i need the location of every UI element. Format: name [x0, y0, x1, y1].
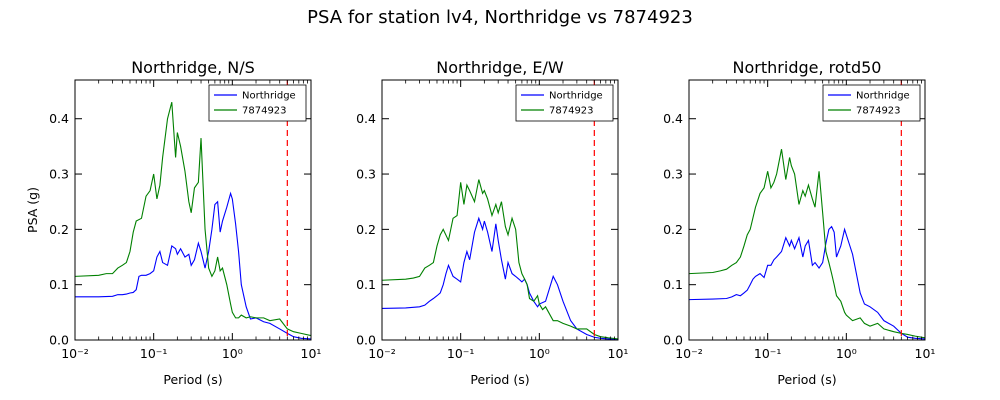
- series-line-northridge: [689, 225, 925, 340]
- chart-panel-3: Northridge, rotd50 10⁻² 10⁻¹ 10⁰ 10¹ 0.0 0.1 0.…: [663, 58, 935, 387]
- x-tick-label: 10¹: [915, 346, 936, 361]
- legend-box: [822, 84, 921, 122]
- x-tick-label: 10⁻²: [368, 346, 396, 361]
- y-tick-label: 0.1: [663, 277, 683, 292]
- y-tick-label: 0.0: [356, 333, 376, 348]
- y-tick-label: 0.1: [49, 277, 69, 292]
- y-axis-label: PSA (g): [25, 187, 40, 233]
- legend-label: Northridge: [856, 91, 910, 102]
- y-tick-label: 0.2: [356, 222, 376, 237]
- y-tick-label: 0.4: [663, 111, 683, 126]
- legend-box: [208, 84, 307, 122]
- y-tick-label: 0.4: [49, 111, 69, 126]
- figure-suptitle: PSA for station lv4, Northridge vs 78749…: [307, 7, 693, 28]
- x-tick-label: 10⁰: [529, 346, 550, 361]
- y-tick-label: 0.0: [49, 333, 69, 348]
- y-tick-label: 0.3: [49, 167, 69, 182]
- x-axis-label: Period (s): [777, 372, 836, 387]
- chart-panel-1: Northridge, N/S 10⁻² 10⁻¹ 10⁰ 10¹ 0.0 0.1 0.2 0.…: [25, 58, 321, 387]
- x-tick-label: 10¹: [608, 346, 629, 361]
- series-line-7874923: [689, 149, 925, 339]
- x-tick-label: 10⁻²: [61, 346, 89, 361]
- x-axis-label: Period (s): [163, 372, 222, 387]
- chart-title: Northridge, rotd50: [733, 58, 882, 77]
- x-tick-label: 10⁻¹: [754, 346, 782, 361]
- chart-title: Northridge, E/W: [436, 58, 564, 77]
- axes-frame: [74, 79, 312, 341]
- legend: Northridge 7874923: [822, 84, 921, 122]
- x-tick-label: 10⁰: [222, 346, 243, 361]
- axes-frame: [688, 79, 926, 341]
- legend-label: Northridge: [549, 91, 603, 102]
- legend-label: Northridge: [242, 91, 296, 102]
- legend: Northridge 7874923: [515, 84, 614, 122]
- x-tick-label: 10⁻²: [675, 346, 703, 361]
- axes-frame: [381, 79, 619, 341]
- legend-label: 7874923: [549, 106, 594, 117]
- y-tick-label: 0.0: [663, 333, 683, 348]
- legend-box: [515, 84, 614, 122]
- y-tick-label: 0.3: [356, 167, 376, 182]
- x-axis-label: Period (s): [470, 372, 529, 387]
- y-tick-label: 0.1: [356, 277, 376, 292]
- legend: Northridge 7874923: [208, 84, 307, 122]
- series-line-7874923: [382, 179, 618, 340]
- legend-label: 7874923: [242, 106, 287, 117]
- series-line-northridge: [75, 191, 311, 340]
- x-tick-label: 10⁻¹: [447, 346, 475, 361]
- y-tick-label: 0.2: [49, 222, 69, 237]
- x-tick-label: 10⁻¹: [140, 346, 168, 361]
- x-tick-label: 10⁰: [836, 346, 857, 361]
- y-tick-label: 0.2: [663, 222, 683, 237]
- chart-panel-2: Northridge, E/W 10⁻² 10⁻¹ 10⁰ 10¹ 0.0 0.1 0.2 0.…: [356, 58, 628, 387]
- y-tick-label: 0.4: [356, 111, 376, 126]
- y-tick-label: 0.3: [663, 167, 683, 182]
- series-line-7874923: [75, 101, 311, 337]
- legend-label: 7874923: [856, 106, 901, 117]
- x-tick-label: 10¹: [301, 346, 322, 361]
- series-line-northridge: [382, 216, 618, 340]
- chart-title: Northridge, N/S: [131, 58, 255, 77]
